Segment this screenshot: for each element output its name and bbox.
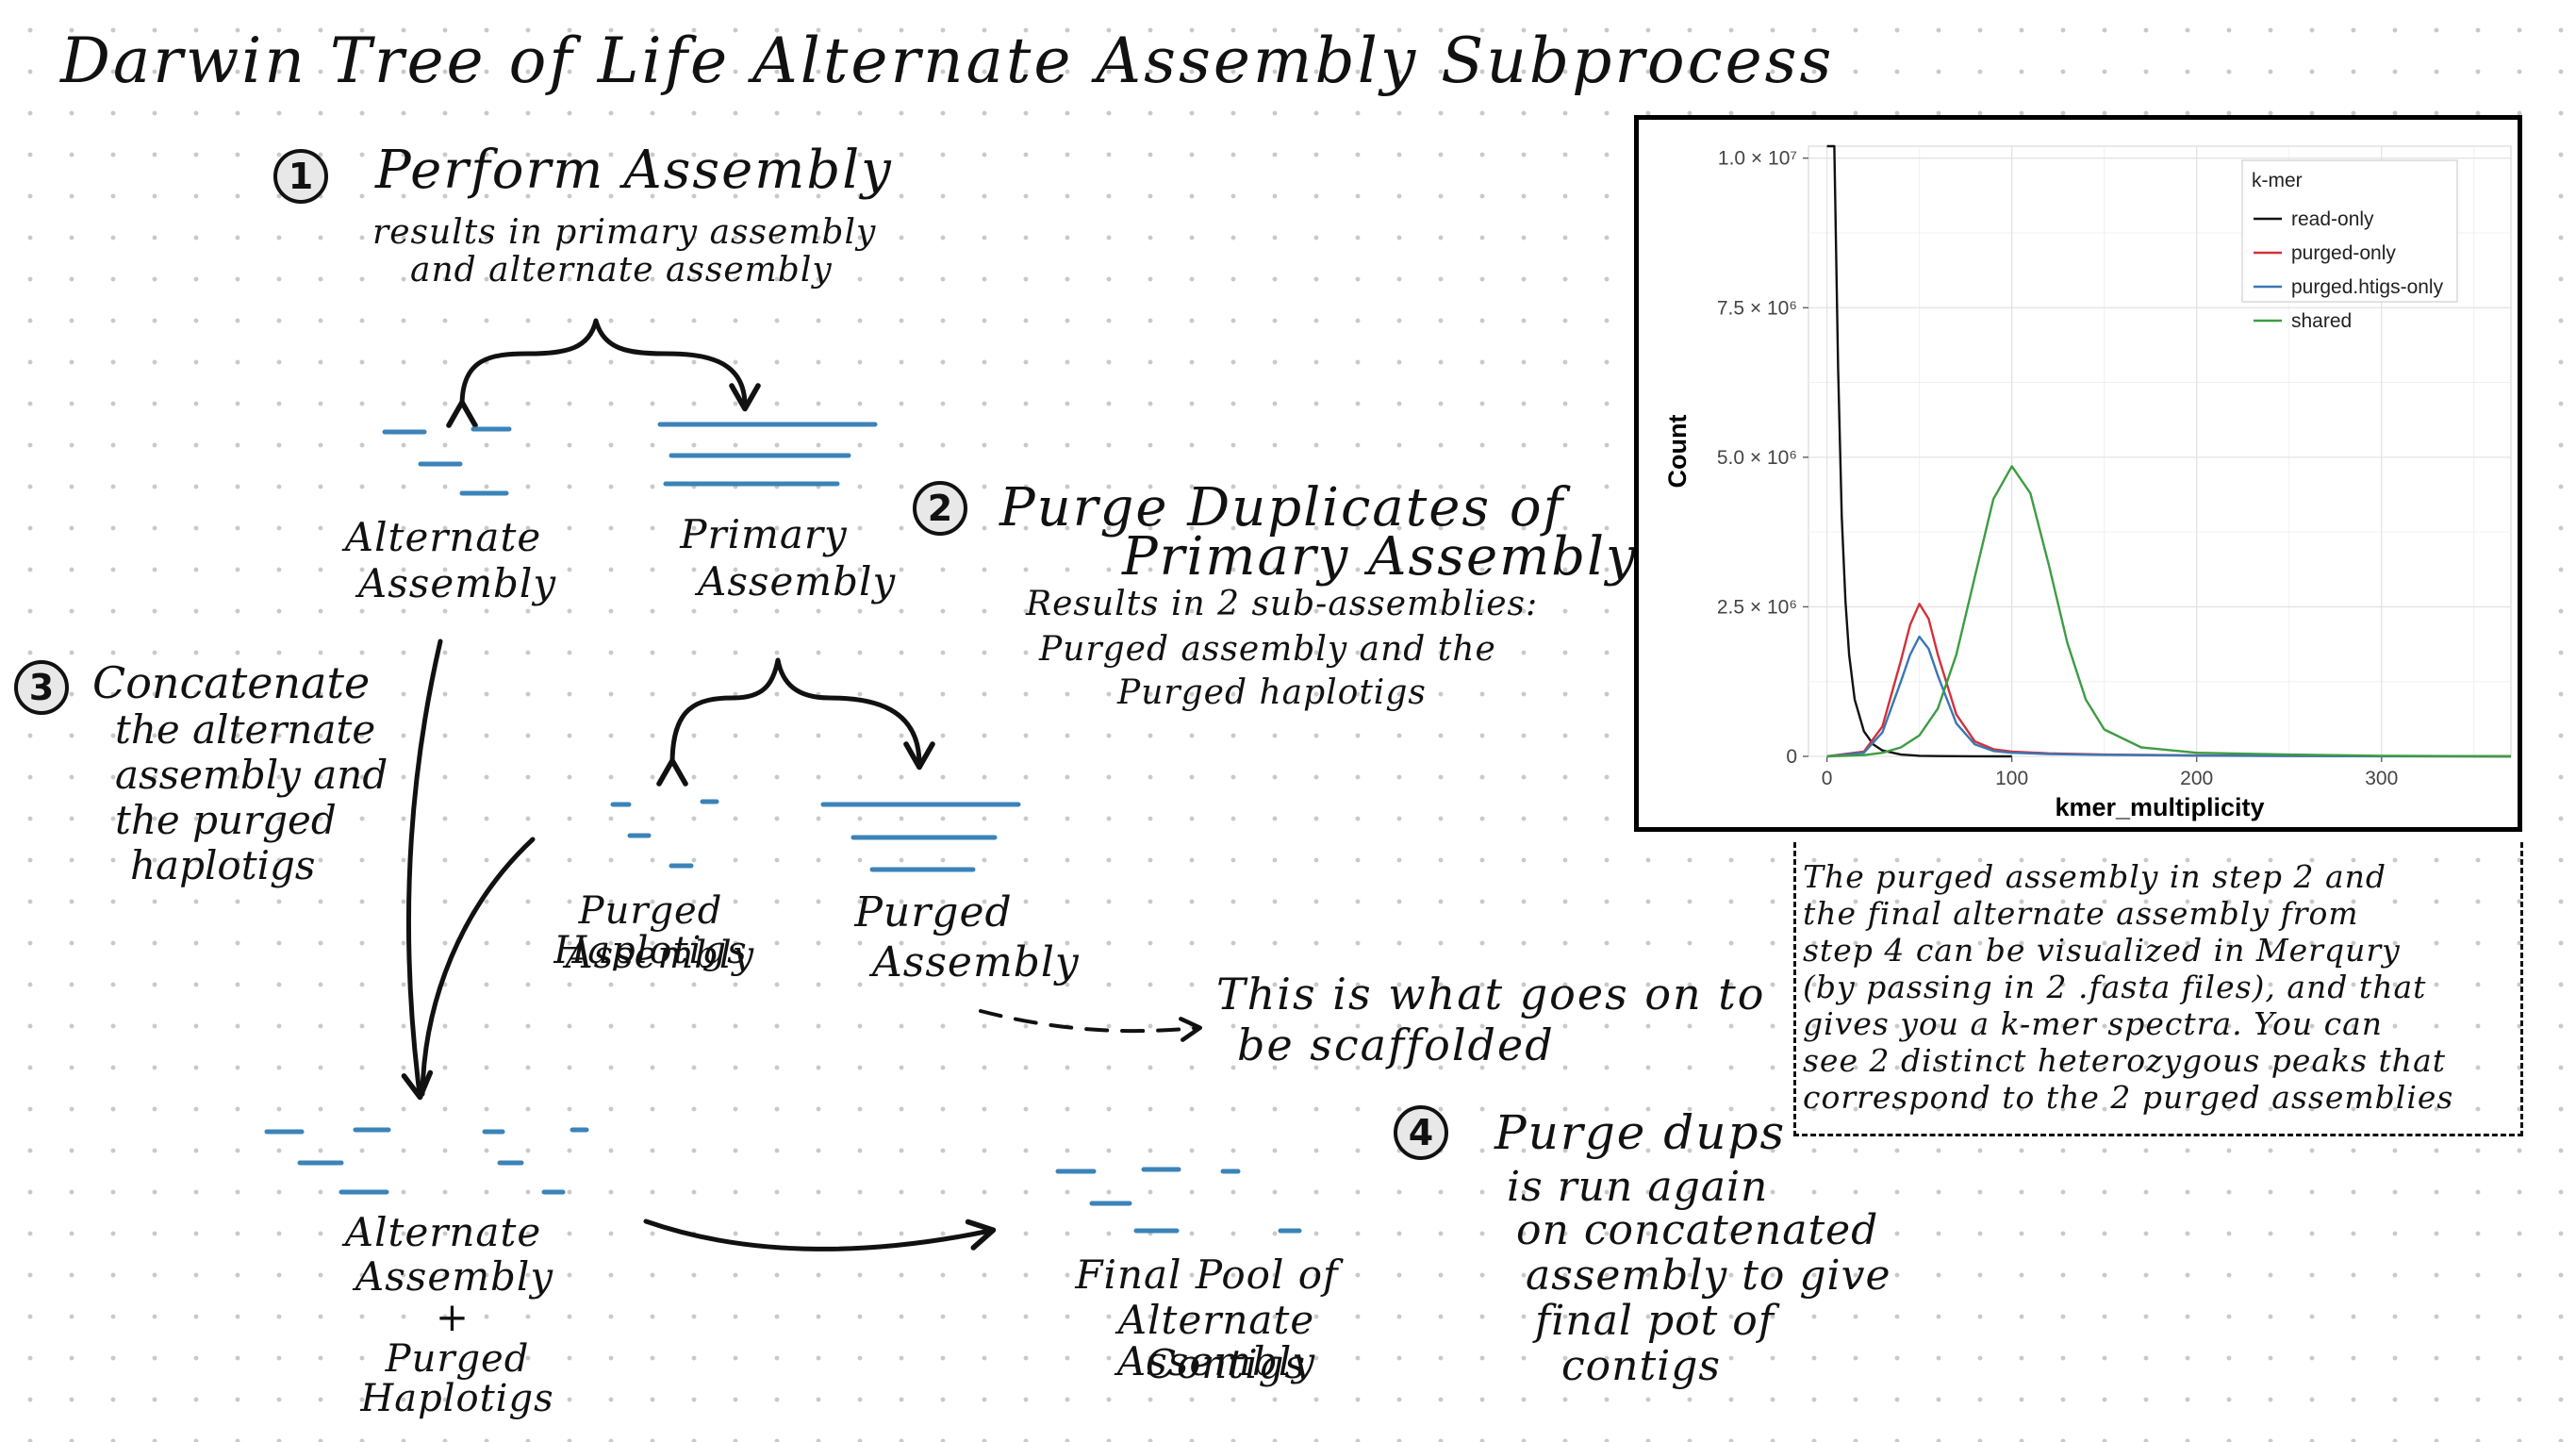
alternate-assembly-label-2: Assembly (357, 560, 557, 606)
step-2-sub-2: Purged assembly and the (1039, 630, 1496, 669)
step-2-title-1: Purge Duplicates of (999, 477, 1565, 539)
alternate-assembly-label-1: Alternate (344, 514, 542, 560)
note-text: The purged assembly in step 2 and the fi… (1803, 858, 2519, 1116)
note-line: see 2 distinct heterozygous peaks that (1803, 1042, 2446, 1079)
step-4-line-2: on concatenated (1516, 1206, 1879, 1254)
step-1-marker: 1 (273, 149, 328, 204)
note-line: The purged assembly in step 2 and (1803, 858, 2387, 895)
y-tick-label: 0 (1786, 746, 1797, 768)
note-line: gives you a k-mer spectra. You can (1803, 1005, 2384, 1042)
y-tick-label: 7.5 × 10⁶ (1717, 297, 1797, 319)
purged-haplotigs-label-2: Assembly (565, 934, 755, 977)
combined-label-2: Assembly (355, 1253, 554, 1300)
note-line: correspond to the 2 purged assemblies (1803, 1079, 2454, 1116)
y-axis-title: Count (1663, 415, 1692, 489)
arrow-haplotigs-to-combined (420, 837, 536, 1097)
note-box (1793, 842, 2523, 1136)
combined-label-3: Purged Haplotigs (360, 1337, 554, 1420)
brace-step2 (656, 657, 935, 787)
primary-assembly-label-2: Assembly (698, 558, 897, 605)
legend-label: purged-only (2291, 242, 2396, 264)
step-2-sub-3: Purged haplotigs (1117, 673, 1427, 712)
final-pool-label-1: Final Pool of (1075, 1251, 1339, 1298)
kmer-spectra-chart: 0 100 200 300 0 2.5 × 10⁶ 5.0 × 10⁶ 7.5 × 10⁶ 1.… (1634, 115, 2522, 832)
legend-label: purged.htigs-only (2291, 276, 2444, 298)
chart-plot: 0 100 200 300 0 2.5 × 10⁶ 5.0 × 10⁶ 7.5 × 10⁶ 1.… (1663, 144, 2512, 821)
note-line: the final alternate assembly from (1803, 895, 2359, 932)
page-title: Darwin Tree of Life Alternate Assembly S… (60, 25, 1835, 97)
legend-label: shared (2291, 310, 2352, 332)
purged-haplotigs-label-1: Purged Haplotigs (553, 889, 748, 972)
legend-label: read-only (2291, 208, 2374, 230)
arrow-combined-to-final (643, 1218, 997, 1251)
x-tick-label: 200 (2180, 768, 2213, 789)
y-tick-label: 2.5 × 10⁶ (1717, 596, 1797, 618)
series-line-read-only (1826, 144, 2012, 758)
final-pool-label-2: Alternate Assembly (1116, 1297, 1316, 1385)
y-tick-label: 1.0 × 10⁷ (1718, 148, 1797, 170)
note-line: (by passing in 2 .fasta files), and that (1803, 969, 2427, 1005)
scaffolded-note-2: be scaffolded (1237, 1019, 1555, 1070)
purged-assembly-label-1: Purged (854, 888, 1013, 936)
step-2-title-2: Primary Assembly (1122, 526, 1638, 588)
scaffolded-note-1: This is what goes on to (1216, 969, 1766, 1019)
step-3-marker: 3 (14, 660, 69, 715)
step-2-sub-1: Results in 2 sub-assemblies: (1026, 585, 1539, 623)
step-4-line-1: is run again (1507, 1163, 1769, 1211)
step-3-line-2: the alternate (115, 706, 376, 753)
series-line-purged.htigs-only (1826, 635, 2512, 758)
x-tick-label: 300 (2365, 768, 2398, 789)
series-line-shared (1826, 465, 2512, 758)
step-2-marker: 2 (913, 481, 967, 536)
step-4-marker: 4 (1394, 1105, 1448, 1160)
step-3-line-3: assembly and (115, 752, 388, 798)
brace-step1 (446, 318, 761, 428)
note-line: step 4 can be visualized in Merqury (1803, 932, 2401, 969)
purged-assembly-label-2: Assembly (872, 938, 1080, 986)
step-1-sub-2: and alternate assembly (410, 251, 833, 290)
step-3-line-1: Concatenate (92, 657, 371, 708)
x-tick-label: 0 (1822, 768, 1833, 789)
x-tick-label: 100 (1995, 768, 2028, 789)
legend-title: k-mer (2252, 170, 2303, 191)
step-1-sub-1: results in primary assembly (372, 213, 877, 252)
step-4-line-4: final pot of (1535, 1297, 1775, 1345)
step-4-title: Purge dups (1494, 1105, 1787, 1160)
step-3-line-5: haplotigs (130, 842, 316, 888)
combined-label-plus: + (435, 1294, 471, 1340)
y-tick-label: 5.0 × 10⁶ (1717, 447, 1797, 469)
final-pool-label-3: Contigs (1145, 1341, 1307, 1387)
step-4-line-5: contigs (1561, 1342, 1721, 1390)
legend-box (2241, 159, 2458, 303)
combined-label-1: Alternate (344, 1209, 542, 1255)
step-1-title: Perform Assembly (375, 140, 893, 201)
step-3-line-4: the purged (115, 797, 337, 843)
step-4-line-3: assembly to give (1526, 1251, 1891, 1300)
x-axis-title: kmer_multiplicity (2055, 793, 2264, 821)
arrow-to-scaffolded (979, 1009, 1203, 1042)
primary-assembly-label-1: Primary (680, 511, 848, 557)
arrow-alternate-to-combined (401, 638, 443, 1101)
